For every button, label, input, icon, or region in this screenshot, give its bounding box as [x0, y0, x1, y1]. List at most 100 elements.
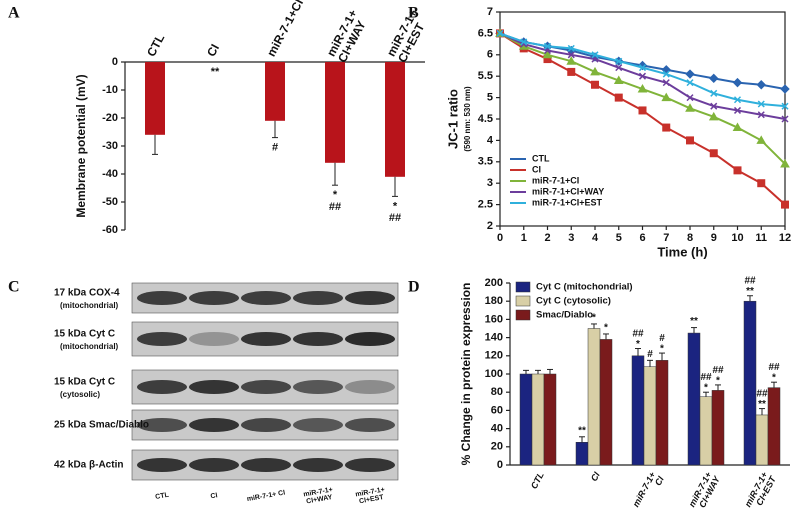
lane-label: miR-7-1+CI+WAY: [303, 486, 335, 505]
legend-swatch: [515, 309, 531, 321]
annotation: **: [690, 316, 698, 327]
text-line: ##: [389, 212, 401, 224]
y-tick-label: -50: [102, 196, 118, 208]
blot-band: [241, 332, 291, 346]
annotation: * ##: [329, 189, 341, 213]
bar: [265, 62, 285, 121]
marker: [661, 92, 672, 102]
x-tick-label: 7: [663, 232, 669, 244]
bar: [655, 360, 669, 466]
blot-band: [189, 418, 239, 432]
x-tick-label: CTL: [144, 32, 167, 59]
text-line: *: [393, 200, 398, 212]
marker: [733, 96, 742, 104]
x-tick-label: 8: [687, 232, 693, 244]
marker: [638, 72, 647, 80]
legend-label: Smac/Diablo: [536, 310, 593, 321]
bar: [385, 62, 405, 177]
text-line: CI+WAY: [306, 494, 334, 506]
marker: [709, 149, 718, 158]
marker: [756, 135, 767, 144]
blot-band: [293, 380, 343, 394]
blot-band: [137, 458, 187, 472]
annotation: *: [604, 323, 608, 334]
y-tick-label: -60: [102, 224, 118, 236]
x-tick-label: 12: [779, 232, 791, 244]
text-line: *: [333, 189, 338, 201]
bar: [743, 300, 757, 466]
blot-band: [293, 332, 343, 346]
blot-band: [241, 380, 291, 394]
y-tick-label: -40: [102, 168, 118, 180]
bar: [325, 62, 345, 163]
legend-label: CI: [532, 164, 541, 174]
marker: [733, 106, 742, 114]
blot-sublabel: (cytosolic): [60, 390, 100, 399]
blot-band: [345, 380, 395, 394]
text-line: ##: [329, 201, 341, 213]
blot-band: [293, 458, 343, 472]
y-tick-label: 3.5: [478, 156, 493, 168]
y-tick-label: 100: [485, 368, 503, 380]
marker: [757, 100, 765, 108]
y-tick-label: 20: [491, 441, 503, 453]
lane-label: CTL: [155, 492, 170, 501]
marker: [780, 158, 790, 168]
blot-band: [137, 291, 187, 305]
x-tick-label: 1: [521, 232, 527, 244]
blot-band: [189, 291, 239, 305]
annotation: # *: [659, 333, 665, 355]
marker: [591, 80, 599, 89]
text-line: *: [704, 382, 708, 393]
x-axis-label: Time (h): [657, 244, 707, 259]
bar: [711, 390, 725, 466]
y-tick-label: 7: [487, 6, 493, 18]
y-tick-label: 200: [485, 277, 503, 289]
marker: [685, 69, 695, 79]
marker: [520, 38, 528, 46]
x-tick-label: CTL: [529, 470, 546, 490]
blot-band: [293, 291, 343, 305]
blot-label: 17 kDa COX-4: [54, 288, 120, 299]
blot-band: [137, 380, 187, 394]
text-line: **: [746, 286, 754, 297]
y-tick-label: 180: [485, 295, 503, 307]
blot-sublabel: (mitochondrial): [60, 342, 119, 351]
annotation: * ##: [389, 200, 401, 224]
panel-letter: C: [8, 279, 20, 296]
text-line: ##: [768, 362, 780, 373]
text-line: miR-7-1+: [631, 470, 658, 509]
legend-label: CTL: [532, 153, 550, 163]
text-line: ##: [700, 372, 712, 383]
lane-label: miR-7-1+ CI: [246, 490, 285, 504]
bar: [631, 355, 645, 466]
y-axis-label: Membrane potential (mV): [74, 74, 88, 217]
blot-band: [189, 380, 239, 394]
marker: [566, 56, 577, 65]
y-axis-subtitle: (590 nm: 530 nm): [463, 86, 472, 152]
y-tick-label: 80: [491, 386, 503, 398]
text-line: #: [659, 333, 665, 344]
annotation: *: [592, 313, 596, 324]
blot-band: [345, 291, 395, 305]
bar: [543, 373, 557, 466]
marker: [662, 70, 670, 78]
text-line: *: [716, 375, 720, 386]
marker: [757, 179, 766, 188]
blot-band: [345, 418, 395, 432]
bar: [699, 396, 713, 466]
marker: [567, 44, 575, 52]
y-tick-label: 0: [112, 56, 118, 68]
bar: [755, 414, 769, 466]
marker: [496, 29, 504, 37]
annotation: #: [647, 349, 653, 360]
annotation: ## **: [744, 275, 756, 297]
marker: [638, 106, 647, 115]
y-tick-label: -10: [102, 84, 118, 96]
legend-label: Cyt C (cytosolic): [536, 296, 611, 307]
x-tick-label: CI: [589, 470, 602, 483]
marker: [732, 77, 743, 88]
blot-sublabel: (mitochondrial): [60, 301, 119, 310]
y-tick-label: 0: [497, 459, 503, 471]
blot-band: [189, 458, 239, 472]
